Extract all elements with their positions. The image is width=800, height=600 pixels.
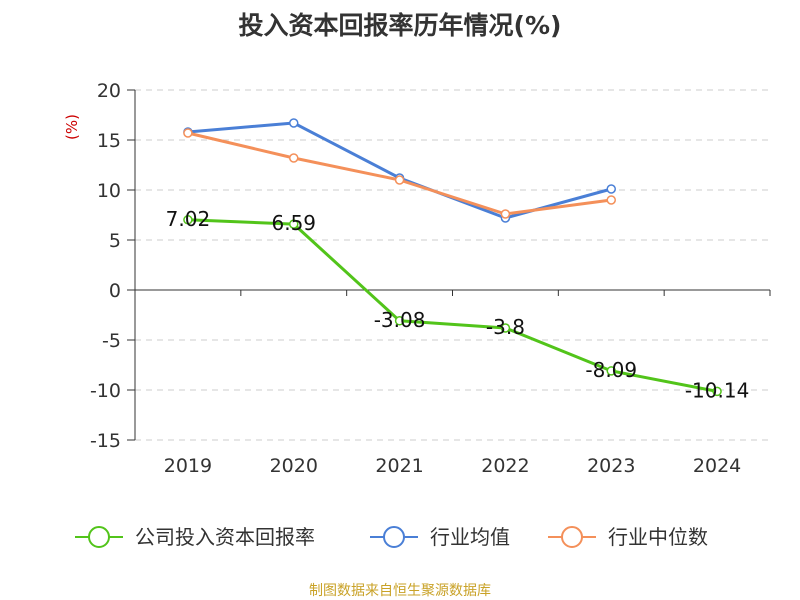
data-labels: 7.02 6.59 -3.08 -3.8 -8.09 -10.14 bbox=[166, 207, 750, 403]
legend-label: 行业均值 bbox=[430, 525, 510, 549]
x-tick-label: 2023 bbox=[587, 455, 635, 477]
data-point bbox=[606, 195, 616, 205]
data-point bbox=[606, 366, 616, 376]
data-label: -8.09 bbox=[585, 358, 637, 382]
x-tick-label: 2022 bbox=[481, 455, 529, 477]
axes: 20 15 10 5 0 -5 -10 -15 2019 2020 2021 2022 2023 2024 bbox=[90, 80, 771, 477]
y-tick-label: 0 bbox=[109, 280, 121, 302]
data-point bbox=[289, 153, 299, 163]
data-point bbox=[289, 219, 299, 229]
x-tick-label: 2024 bbox=[693, 455, 741, 477]
data-label: -10.14 bbox=[685, 378, 749, 402]
y-tick-label: 20 bbox=[97, 80, 121, 102]
y-tick-label: 15 bbox=[97, 130, 121, 152]
source-note: 制图数据来自恒生聚源数据库 bbox=[309, 583, 491, 599]
x-tick-label: 2020 bbox=[270, 455, 318, 477]
legend-marker bbox=[383, 526, 405, 548]
y-tick-label: -15 bbox=[90, 430, 121, 452]
legend[interactable]: 公司投入资本回报率 行业均值 行业中位数 bbox=[75, 525, 708, 549]
data-point bbox=[183, 215, 193, 225]
data-label: 6.59 bbox=[271, 211, 316, 235]
y-tick-label: 5 bbox=[109, 230, 121, 252]
legend-marker bbox=[88, 526, 110, 548]
y-tick-label: 10 bbox=[97, 180, 121, 202]
data-label: -3.8 bbox=[486, 315, 525, 339]
data-point bbox=[712, 386, 722, 397]
data-point bbox=[394, 175, 405, 185]
series-line bbox=[187, 121, 612, 220]
legend-marker bbox=[561, 526, 583, 548]
grid bbox=[135, 89, 770, 441]
data-point bbox=[394, 316, 405, 326]
y-axis-unit-label: (%) bbox=[63, 114, 81, 140]
series-line bbox=[187, 218, 718, 393]
data-point bbox=[500, 209, 511, 219]
data-point bbox=[183, 128, 193, 138]
legend-label: 公司投入资本回报率 bbox=[135, 525, 315, 549]
x-tick-label: 2021 bbox=[375, 455, 423, 477]
series bbox=[183, 118, 722, 397]
data-label: -3.08 bbox=[374, 308, 426, 332]
data-point bbox=[500, 323, 511, 333]
y-tick-label: -5 bbox=[102, 330, 121, 352]
chart-title: 投入资本回报率历年情况(%) bbox=[238, 11, 562, 40]
data-point bbox=[606, 184, 616, 194]
y-tick-label: -10 bbox=[90, 380, 121, 402]
legend-label: 行业中位数 bbox=[608, 525, 708, 549]
x-tick-label: 2019 bbox=[164, 455, 212, 477]
data-label: 7.02 bbox=[166, 207, 211, 231]
data-point bbox=[289, 118, 299, 128]
